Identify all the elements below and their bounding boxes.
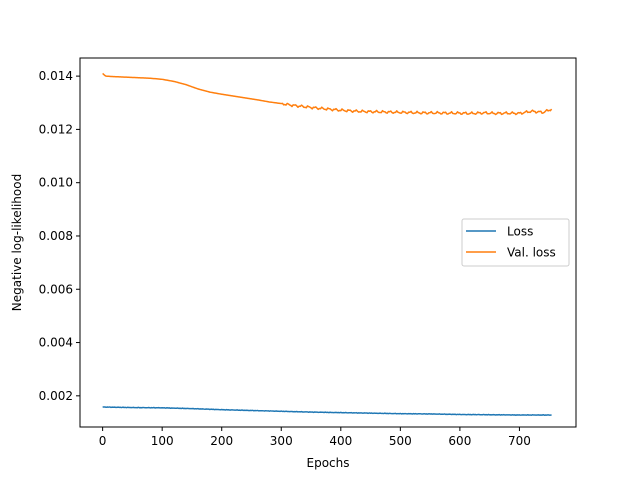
legend-label-val-loss: Val. loss (507, 246, 556, 260)
y-tick-label: 0.004 (39, 336, 73, 350)
y-axis-label: Negative log-likelihood (10, 174, 24, 311)
y-tick-label: 0.002 (39, 389, 73, 403)
y-axis-ticks: 0.002 0.004 0.006 0.008 0.010 0.012 0.014 (39, 69, 80, 403)
series-line-loss (102, 406, 552, 416)
x-tick-label: 0 (99, 434, 107, 448)
x-tick-label: 300 (270, 434, 293, 448)
x-axis-label: Epochs (307, 456, 350, 470)
series-line-val-loss (102, 72, 553, 116)
x-axis-ticks: 0 100 200 300 400 500 600 700 (99, 427, 531, 448)
plot-frame (79, 57, 577, 428)
y-tick-label: 0.010 (39, 176, 73, 190)
plot-lines (102, 72, 553, 416)
legend-label-loss: Loss (507, 225, 533, 239)
x-tick-label: 200 (210, 434, 233, 448)
legend: Loss Val. loss (461, 218, 570, 267)
x-tick-label: 500 (389, 434, 412, 448)
y-tick-label: 0.008 (39, 229, 73, 243)
x-tick-label: 700 (508, 434, 531, 448)
y-tick-label: 0.006 (39, 282, 73, 296)
y-tick-label: 0.014 (39, 69, 73, 83)
y-tick-label: 0.012 (39, 122, 73, 136)
x-tick-label: 600 (448, 434, 471, 448)
x-tick-label: 100 (151, 434, 174, 448)
x-tick-label: 400 (329, 434, 352, 448)
